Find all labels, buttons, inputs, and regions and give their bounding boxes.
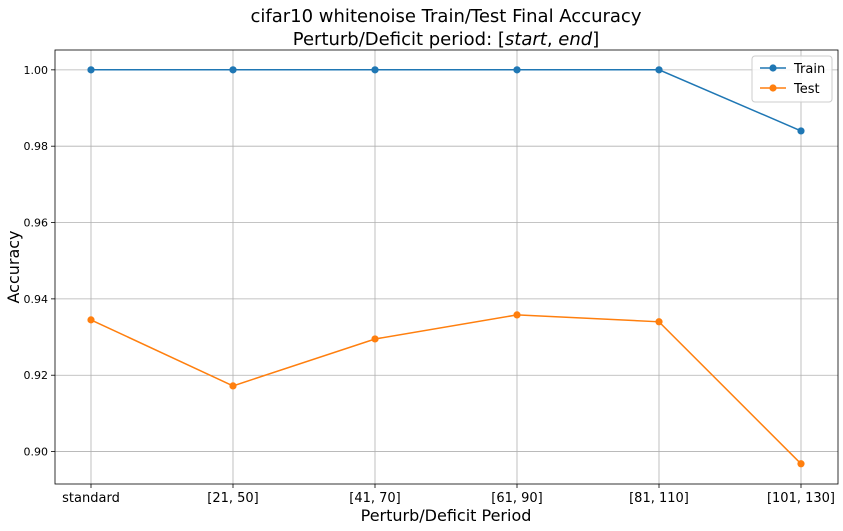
x-tick-label: [81, 110] xyxy=(629,491,689,506)
y-tick-label: 0.98 xyxy=(24,140,49,153)
train-data-point xyxy=(655,66,663,74)
x-tick-label: [21, 50] xyxy=(207,491,259,506)
grid xyxy=(55,50,838,484)
test-series-line xyxy=(90,314,802,465)
chart-subtitle: Perturb/Deficit period: [start, end] xyxy=(293,29,600,50)
test-data-point xyxy=(371,335,379,343)
test-data-point xyxy=(229,382,237,390)
test-data-point xyxy=(87,316,95,324)
y-tick-label: 0.96 xyxy=(24,217,49,230)
chart-title: cifar10 whitenoise Train/Test Final Accu… xyxy=(251,6,642,27)
y-tick-label: 0.90 xyxy=(24,446,49,459)
x-tick-label: [41, 70] xyxy=(349,491,401,506)
legend-train-label: Train xyxy=(793,62,825,77)
x-tick-label: standard xyxy=(62,491,120,506)
legend-test-label: Test xyxy=(793,82,820,97)
y-axis-label: Accuracy xyxy=(4,230,23,303)
legend-train-marker xyxy=(769,64,777,72)
test-data-point xyxy=(513,311,521,319)
plot-frame xyxy=(54,49,839,485)
train-data-point xyxy=(87,66,95,74)
x-tick-label: [101, 130] xyxy=(767,491,835,506)
train-data-point xyxy=(229,66,237,74)
y-tick-label: 0.94 xyxy=(24,293,49,306)
train-data-point xyxy=(371,66,379,74)
tick-labels: standard [21, 50] [41, 70] [61, 90] [81, 110… xyxy=(24,64,836,506)
train-data-point xyxy=(797,127,805,135)
series-layer xyxy=(87,66,805,468)
legend-test-marker xyxy=(769,84,777,92)
y-tick-label: 0.92 xyxy=(24,369,49,382)
y-tick-label: 1.00 xyxy=(24,64,49,77)
train-series-line xyxy=(91,69,802,132)
legend: Train Test xyxy=(751,55,833,103)
x-axis-label: Perturb/Deficit Period xyxy=(361,506,532,525)
test-data-point xyxy=(797,460,805,468)
train-data-point xyxy=(513,66,521,74)
x-tick-label: [61, 90] xyxy=(491,491,543,506)
test-data-point xyxy=(655,318,663,326)
